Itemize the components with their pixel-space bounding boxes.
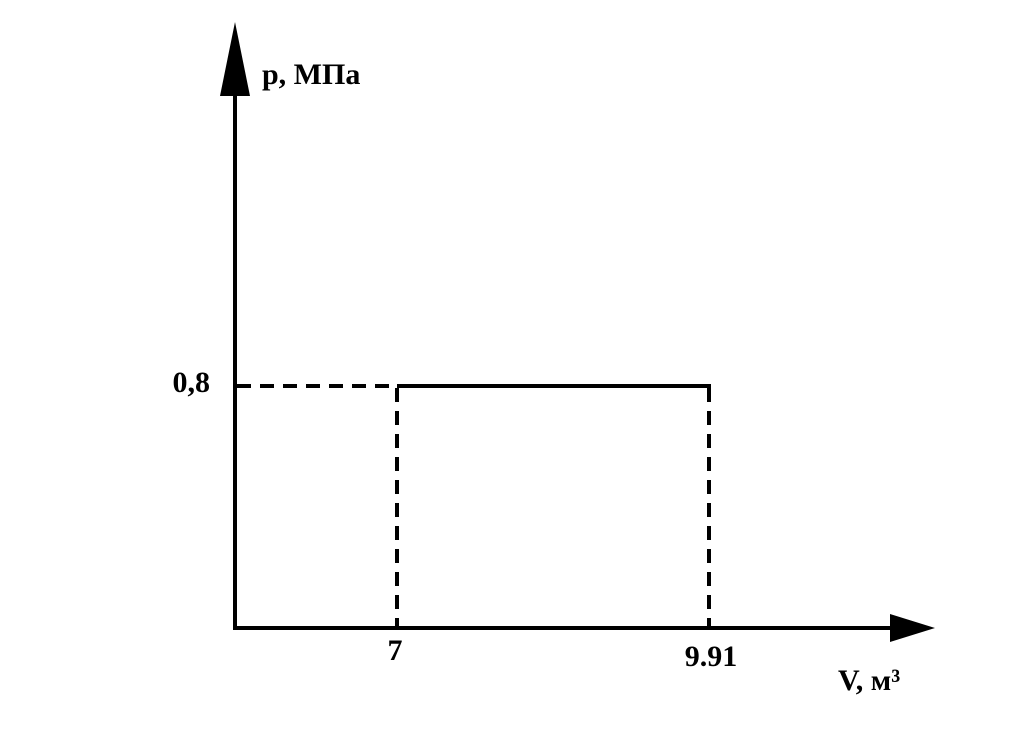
- x-arrow: [890, 614, 935, 642]
- x-axis-label: V, м³: [838, 664, 900, 697]
- y-arrow: [220, 22, 250, 96]
- x-tick-label: 9.91: [685, 640, 738, 673]
- x-tick-label: 7: [388, 634, 403, 667]
- y-tick-label: 0,8: [173, 366, 211, 399]
- y-axis-label: p, МПа: [262, 58, 360, 91]
